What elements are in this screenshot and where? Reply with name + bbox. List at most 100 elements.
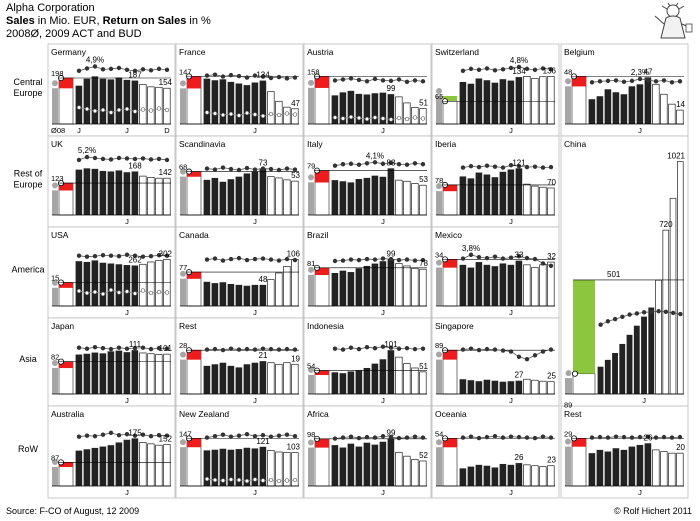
month-bar-australia: [163, 444, 171, 487]
month-bar-canada: [275, 272, 283, 307]
month-bar-japan: [123, 352, 131, 394]
value-label-budget-china: 501: [607, 270, 621, 279]
ros-point-germany: [76, 68, 82, 74]
month-bar-new-zealand: [251, 448, 259, 486]
ros-point-uk: [140, 156, 146, 161]
ros-point-austria: [380, 78, 386, 83]
month-bar-mexico: [459, 264, 467, 306]
ros-point-canada: [284, 256, 290, 262]
month-bar-singapore: [459, 379, 467, 394]
month-bar-france: [275, 100, 283, 125]
value-label-start-singapore: 89: [435, 341, 443, 350]
panel-title-mexico: Mexico: [435, 230, 462, 240]
month-bar-switzerland: [507, 80, 515, 124]
ros-point-africa: [388, 434, 394, 440]
title-ros: Return on Sales: [102, 15, 187, 27]
ros2-point-germany: [164, 107, 170, 113]
ros-point-japan: [108, 346, 114, 352]
ros-point-italy: [404, 162, 410, 167]
value-label-start-australia: 87: [51, 453, 59, 462]
month-bar-iberia: [467, 178, 475, 215]
ros-point-switzerland: [548, 67, 554, 72]
value-label-start-rest: 28: [179, 341, 187, 350]
ros-point-singapore: [508, 349, 514, 354]
month-bar-china: [676, 161, 684, 395]
ros2-point-new-zealand: [252, 477, 258, 482]
ros-point-china: [663, 309, 669, 314]
ros-point-rest: [669, 435, 675, 440]
budget-variance-china: [573, 279, 595, 374]
ros-point-france: [284, 76, 290, 81]
prior-dot-uk: [52, 182, 58, 189]
prior-dot-japan: [52, 359, 58, 366]
ros2-point-usa: [156, 289, 162, 295]
ros2-point-germany: [140, 107, 146, 112]
prior-bar-switzerland: [436, 95, 442, 124]
axis-tick-july-new-zealand: J: [253, 488, 257, 497]
month-bar-singapore: [467, 380, 475, 394]
ros2-point-france: [204, 110, 210, 115]
prior-bar-france: [180, 88, 186, 124]
month-bar-rest: [588, 453, 596, 486]
month-bar-rest: [283, 362, 291, 395]
value-label-start-japan: 82: [51, 353, 59, 362]
ros-point-oceania: [460, 435, 466, 440]
ros-point-canada: [268, 257, 274, 262]
prior-dot-austria: [308, 79, 314, 86]
value-label-start-brazil: 81: [307, 259, 315, 268]
month-bar-indonesia: [403, 363, 411, 395]
ros-point-france: [236, 73, 242, 79]
value-label-end-switzerland: 136: [543, 66, 557, 75]
value-label-end-china: 1021: [667, 152, 685, 161]
ros-point-canada: [228, 256, 234, 262]
month-bar-scandinavia: [275, 177, 283, 216]
month-bar-rest: [235, 367, 243, 394]
ros2-point-new-zealand: [212, 477, 218, 483]
avg-variance-singapore: [443, 350, 457, 360]
panel-title-brazil: Brazil: [307, 230, 328, 240]
month-bar-uk: [139, 175, 147, 216]
prior-dot-germany: [52, 80, 58, 87]
ros-point-belgium: [653, 79, 659, 84]
month-bar-japan: [75, 354, 83, 394]
month-bar-australia: [147, 443, 155, 487]
ros2-point-france: [252, 112, 258, 117]
axis-tick-july-africa: J: [381, 488, 385, 497]
month-bar-canada: [291, 258, 299, 307]
ros-point-mexico: [540, 261, 546, 266]
ros-point-rest: [677, 434, 683, 440]
value-label-mid-indonesia: 101: [384, 340, 398, 349]
month-bar-iberia: [491, 177, 499, 215]
month-bar-austria: [331, 95, 339, 124]
month-bar-japan: [99, 353, 107, 394]
month-bar-switzerland: [547, 76, 555, 125]
month-bar-uk: [163, 177, 171, 216]
month-bar-rest: [660, 451, 668, 487]
month-bar-brazil: [331, 273, 339, 306]
panel-title-italy: Italy: [307, 139, 323, 149]
ros2-point-usa: [100, 291, 106, 297]
month-bar-canada: [235, 284, 243, 306]
prior-dot-rest: [180, 351, 186, 358]
month-bar-belgium: [620, 94, 628, 124]
ros-point-germany: [108, 66, 114, 72]
ros-point-italy: [372, 160, 378, 165]
ros2-point-germany: [156, 106, 162, 111]
value-label-end-austria: 51: [419, 99, 428, 108]
ros-point-oceania: [540, 434, 546, 439]
ros-point-iberia: [484, 163, 490, 168]
month-bar-germany: [155, 86, 163, 125]
month-bar-usa: [75, 261, 83, 306]
ros-point-scandinavia: [252, 167, 258, 172]
value-label-end-usa: 302: [159, 249, 173, 258]
month-bar-mexico: [547, 261, 555, 307]
month-bar-austria: [339, 92, 347, 124]
month-bar-indonesia: [419, 371, 427, 395]
month-bar-germany: [147, 86, 155, 125]
value-label-mid-switzerland: 134: [512, 67, 526, 76]
ros2-point-france: [292, 112, 298, 117]
avg-marker-china: [572, 370, 579, 377]
prior-dot-oceania: [436, 439, 442, 446]
month-bar-singapore: [515, 380, 523, 394]
month-bar-scandinavia: [243, 173, 251, 215]
